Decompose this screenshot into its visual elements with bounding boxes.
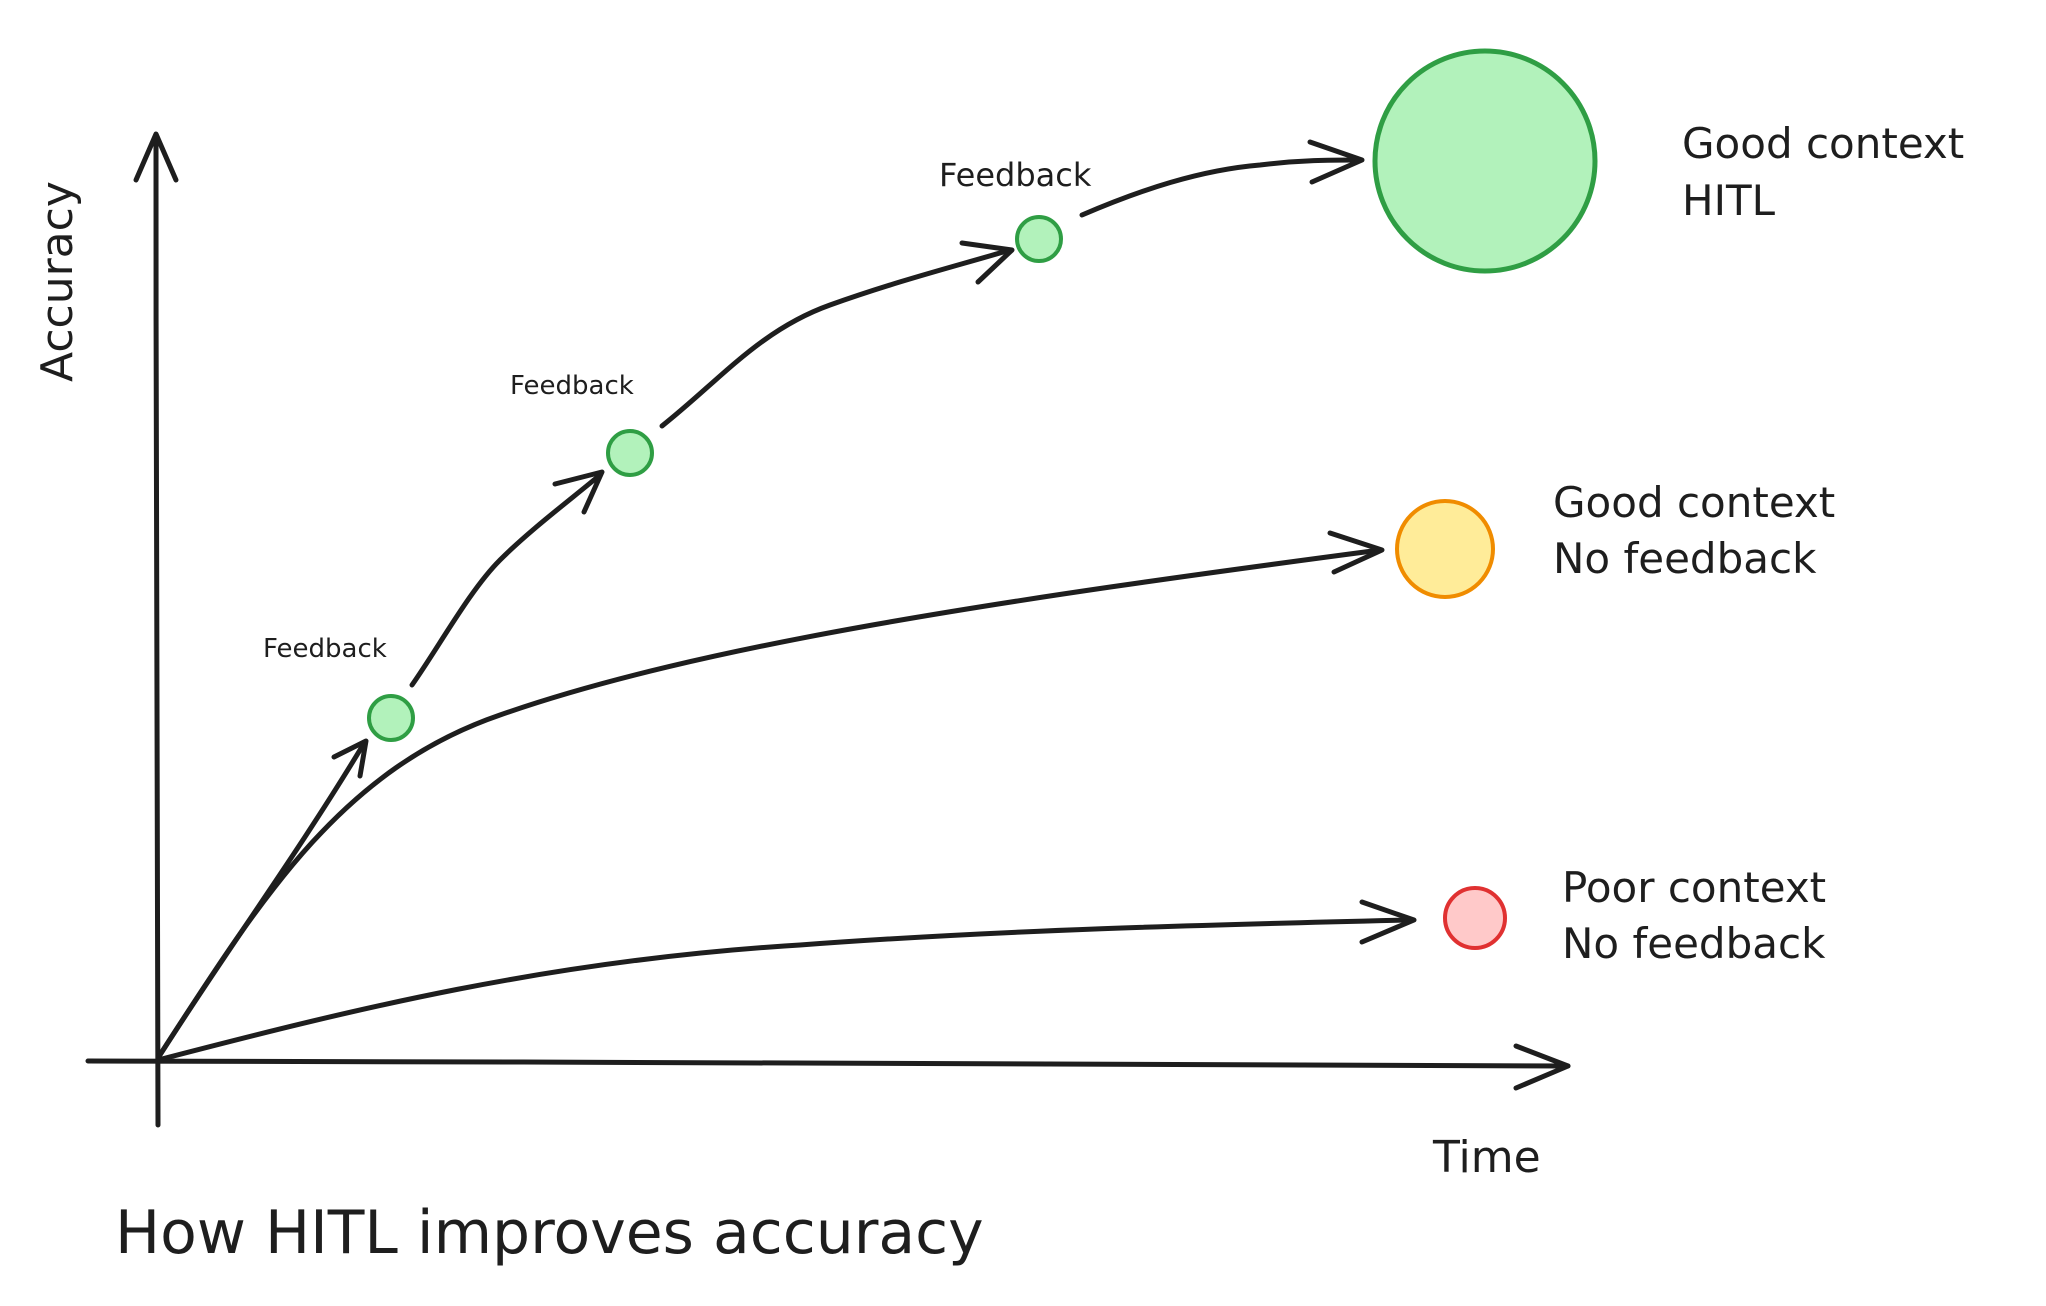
good-context-no-feedback-curve — [155, 530, 1385, 1061]
hitl-outcome-line2: HITL — [1682, 176, 1776, 225]
hitl-outcome-circle — [1372, 48, 1598, 274]
no-feedback-outcome-circle — [1395, 499, 1495, 599]
poor-context-outcome-circle — [1443, 886, 1507, 950]
feedback-point-3 — [1015, 215, 1063, 263]
feedback-point-2 — [606, 429, 654, 477]
y-axis — [133, 131, 179, 1128]
feedback-label-1: Feedback — [263, 634, 387, 664]
feedback-dot — [606, 429, 654, 477]
x-axis — [85, 1043, 1571, 1091]
hitl-outcome-line1: Good context — [1682, 119, 1964, 168]
feedback-label-2: Feedback — [510, 371, 634, 401]
y-axis-label: Accuracy — [32, 181, 83, 382]
no-feedback-outcome-label: Good context No feedback — [1553, 478, 1835, 583]
x-axis-label: Time — [1432, 1132, 1541, 1183]
no-feedback-outcome-line2: No feedback — [1553, 534, 1817, 583]
poor-context-outcome-label: Poor context No feedback — [1562, 863, 1826, 968]
feedback-dot — [367, 694, 415, 742]
feedback-dot — [1015, 215, 1063, 263]
hitl-outcome-label: Good context HITL — [1682, 119, 1964, 225]
diagram-title: How HITL improves accuracy — [115, 1198, 984, 1268]
no-feedback-outcome-line1: Good context — [1553, 478, 1835, 527]
feedback-label-3: Feedback — [939, 156, 1092, 194]
poor-context-outcome-line2: No feedback — [1562, 919, 1826, 968]
feedback-point-1 — [367, 694, 415, 742]
hitl-path — [155, 139, 1365, 1061]
poor-context-curve — [155, 899, 1417, 1063]
poor-context-outcome-line1: Poor context — [1562, 863, 1826, 912]
